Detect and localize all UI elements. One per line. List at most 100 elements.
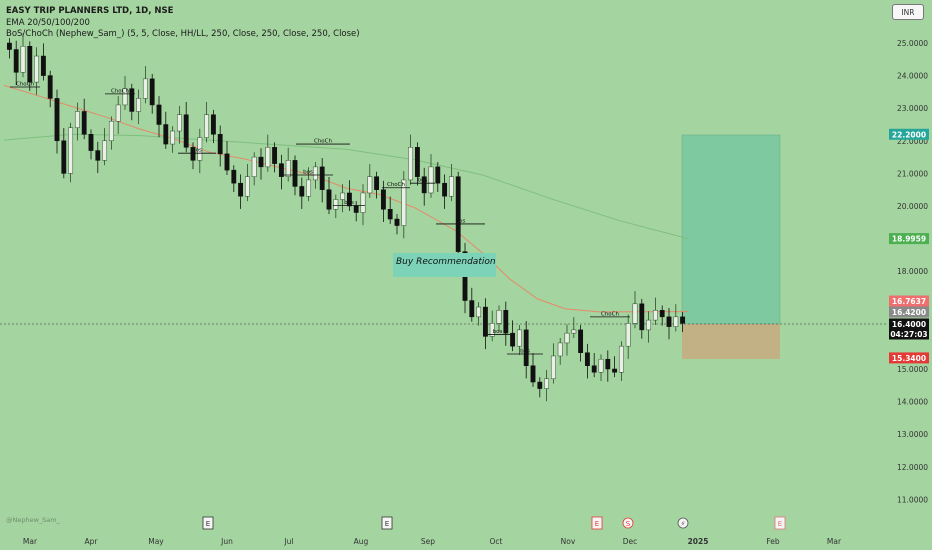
event-marker-label: E [778,520,782,528]
candle-body [598,358,604,373]
candle-body [312,166,318,181]
y-axis[interactable]: 25.0000 24.0000 23.0000 22.0000 21.0000 20.00… [897,39,928,504]
candle-body [428,166,434,194]
candle-body [482,306,488,337]
earnings-event-icon [591,516,603,530]
candle-body [537,381,543,389]
event-markers: E E E S ⚡ E [202,516,786,530]
candle-body [455,176,461,252]
candle-body [210,114,216,135]
candle-body [544,378,550,389]
ema-indicator-legend[interactable]: EMA 20/50/100/200 [6,18,90,28]
candle-body [95,150,101,161]
chart-title: EASY TRIP PLANNERS LTD, 1D, NSE [6,6,174,16]
candle-body [102,140,108,161]
event-marker-label: ⚡ [681,520,686,528]
y-tick-label: 12.0000 [897,463,928,472]
y-tick-label: 24.0000 [897,72,928,81]
candle-body [129,88,135,112]
y-tick-label: 25.0000 [897,39,928,48]
ema-200-line [3,133,689,240]
structure-label: bos [520,349,530,355]
y-tick-label: 18.0000 [897,267,928,276]
candle-body [652,310,658,321]
structure-label: bos [192,148,202,154]
candle-body [680,316,686,324]
candle-body [550,355,556,380]
candle-body [61,140,67,174]
candle-body [156,104,162,125]
candle-body [13,49,19,73]
candle-body [251,156,257,177]
candle-body [516,329,522,347]
price-tag-label: 16.7637 [892,297,926,306]
price-tag-stop [889,352,929,364]
bos-indicator-legend[interactable]: BoS/ChoCh (Nephew_Sam_) (5, 5, Close, HH… [6,29,360,39]
candle-body [115,104,121,122]
candle-body [367,176,373,194]
author-watermark: @Nephew_Sam_ [6,516,60,524]
candle-body [448,176,454,197]
price-tag-countdown [889,328,929,340]
candle-body [47,75,53,99]
candle-body [238,182,244,197]
candle-body [326,189,332,210]
price-tag-label: 18.9959 [892,235,926,244]
candle-body [476,306,482,318]
x-tick-label: 2025 [688,537,709,546]
structure-label: bos [456,218,466,224]
currency-button[interactable]: INR [892,4,924,20]
event-marker-label: E [595,520,599,528]
price-tag-target [889,128,929,140]
candle-body [605,358,611,370]
structure-label: bos [418,178,428,184]
candle-body [122,88,128,106]
candle-body [564,332,570,344]
x-axis[interactable]: Mar Apr May Jun Jul Aug Sep Oct Nov Dec 2025 Feb Mar [23,537,842,546]
candle-body [149,78,155,106]
price-tag-ema-long [889,233,929,245]
x-tick-label: Mar [23,537,38,546]
y-tick-label: 22.0000 [897,137,928,146]
price-tag-current [889,318,929,330]
candle-body [557,342,563,357]
candle-body [625,323,631,347]
x-tick-label: Oct [490,537,503,546]
candle-body [170,130,176,145]
candle-body [618,345,624,373]
candle-body [197,137,203,161]
candle-body [612,368,618,373]
earnings-event-icon [202,516,214,530]
buy-recommendation-label: Buy Recommendation [396,257,496,267]
x-tick-label: Feb [766,537,780,546]
y-tick-label: 15.0000 [897,365,928,374]
candle-body [258,156,264,168]
candle-body [272,147,278,164]
stop-zone [682,324,780,359]
candle-body [387,209,393,220]
candle-body [319,166,325,190]
candle-body [578,329,584,353]
candle-body [68,127,74,174]
structure-label: bos [493,329,503,335]
candle-body [380,189,386,210]
price-tag-last-close [889,306,929,318]
flash-event-icon [677,517,689,529]
candle-body [333,199,339,210]
candle-body [510,332,516,347]
candle-body [646,319,652,331]
event-marker-label: S [626,520,631,528]
price-tag-label: 16.4000 [892,320,926,329]
candle-body [224,153,230,171]
x-tick-label: Sep [421,537,435,546]
structure-label: ChoCh [111,88,130,94]
x-tick-label: Apr [85,537,99,546]
candle-body [360,192,366,213]
price-tag-label: 04:27:03 [890,330,927,339]
x-tick-label: Aug [354,537,369,546]
target-zone [681,134,781,325]
candle-body [442,182,448,197]
candle-body [183,114,189,148]
event-marker-label: E [385,520,389,528]
